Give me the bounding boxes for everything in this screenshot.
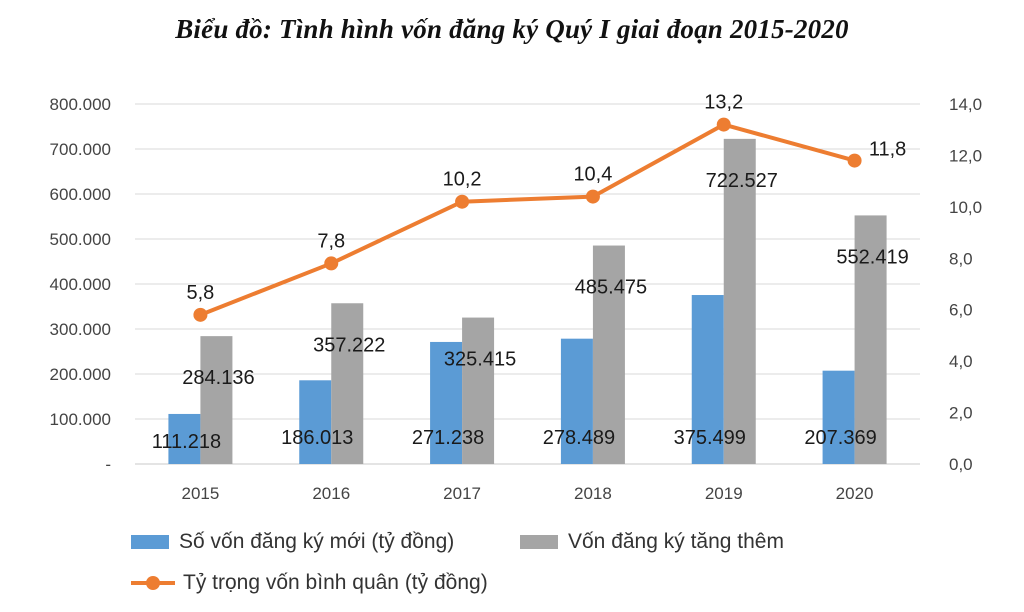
chart-title: Biểu đồ: Tình hình vốn đăng ký Quý I gia… — [175, 14, 849, 44]
data-label-new-capital: 271.238 — [412, 427, 484, 449]
bar-new-capital — [168, 413, 201, 464]
bar-new-capital — [430, 341, 463, 464]
y-right-tick-label: 4,0 — [949, 352, 973, 371]
y-left-tick-label: 200.000 — [50, 365, 111, 384]
data-label-new-capital: 375.499 — [674, 427, 746, 449]
line-point-avg-ratio — [847, 153, 862, 168]
x-tick-label: 2020 — [836, 484, 874, 503]
data-label-avg-ratio: 10,2 — [443, 169, 482, 191]
data-label-added-capital: 357.222 — [313, 334, 385, 356]
y-left-tick-label: 500.000 — [50, 230, 111, 249]
legend-label-added-capital: Vốn đăng ký tăng thêm — [568, 530, 784, 553]
data-label-new-capital: 207.369 — [804, 427, 876, 449]
legend-label-avg-ratio: Tỷ trọng vốn bình quân (tỷ đồng) — [183, 571, 488, 594]
data-label-new-capital: 278.489 — [543, 427, 615, 449]
data-label-new-capital: 186.013 — [281, 427, 353, 449]
x-tick-label: 2017 — [443, 484, 481, 503]
y-right-tick-label: 0,0 — [949, 455, 973, 474]
y-left-tick-label: 400.000 — [50, 275, 111, 294]
y-right-tick-label: 10,0 — [949, 198, 982, 217]
bar-new-capital — [691, 295, 724, 464]
bar-added-capital — [854, 215, 887, 464]
legend-label-new-capital: Số vốn đăng ký mới (tỷ đồng) — [179, 530, 455, 553]
y-left-tick-label: 300.000 — [50, 320, 111, 339]
data-label-avg-ratio: 7,8 — [317, 230, 345, 252]
data-label-added-capital: 284.136 — [182, 367, 254, 389]
line-point-avg-ratio — [585, 189, 600, 204]
data-label-avg-ratio: 11,8 — [869, 139, 906, 161]
line-point-avg-ratio — [455, 194, 470, 209]
x-tick-label: 2018 — [574, 484, 612, 503]
bar-new-capital — [299, 380, 332, 464]
y-left-tick-label: 700.000 — [50, 140, 111, 159]
line-point-avg-ratio — [193, 307, 208, 322]
data-label-added-capital: 485.475 — [575, 277, 647, 299]
legend-item-added-capital: Vốn đăng ký tăng thêm — [520, 530, 784, 554]
y-right-tick-label: 8,0 — [949, 249, 973, 268]
legend-swatch-orange-line — [131, 576, 175, 590]
legend-item-avg-ratio: Tỷ trọng vốn bình quân (tỷ đồng) — [131, 571, 488, 595]
line-avg-ratio — [199, 122, 856, 317]
y-left-tick-label: - — [105, 455, 111, 474]
line-point-avg-ratio — [716, 117, 731, 132]
y-left-tick-label: 800.000 — [50, 95, 111, 114]
y-left-tick-label: 100.000 — [50, 410, 111, 429]
x-tick-label: 2019 — [705, 484, 743, 503]
bar-added-capital — [331, 303, 364, 464]
data-label-added-capital: 722.527 — [706, 170, 778, 192]
y-right-tick-label: 6,0 — [949, 301, 973, 320]
bar-new-capital — [822, 370, 855, 464]
data-label-new-capital: 111.218 — [152, 431, 221, 453]
data-label-avg-ratio: 10,4 — [573, 164, 612, 186]
data-label-avg-ratio: 13,2 — [704, 92, 743, 114]
x-tick-label: 2015 — [182, 484, 220, 503]
y-right-tick-label: 14,0 — [949, 95, 982, 114]
y-right-tick-label: 2,0 — [949, 404, 973, 423]
line-point-avg-ratio — [324, 256, 339, 271]
legend-swatch-blue — [131, 535, 169, 549]
y-right-tick-label: 12,0 — [949, 146, 982, 165]
bar-new-capital — [560, 338, 593, 464]
bar-added-capital — [592, 245, 625, 464]
y-left-tick-label: 600.000 — [50, 185, 111, 204]
data-label-added-capital: 552.419 — [836, 246, 908, 268]
bar-added-capital — [723, 138, 756, 464]
bar-added-capital — [462, 317, 495, 464]
legend-swatch-gray — [520, 535, 558, 549]
legend-item-new-capital: Số vốn đăng ký mới (tỷ đồng) — [131, 530, 454, 554]
x-tick-label: 2016 — [312, 484, 350, 503]
bar-added-capital — [200, 336, 233, 464]
data-label-avg-ratio: 5,8 — [187, 282, 215, 304]
data-label-added-capital: 325.415 — [444, 349, 516, 371]
